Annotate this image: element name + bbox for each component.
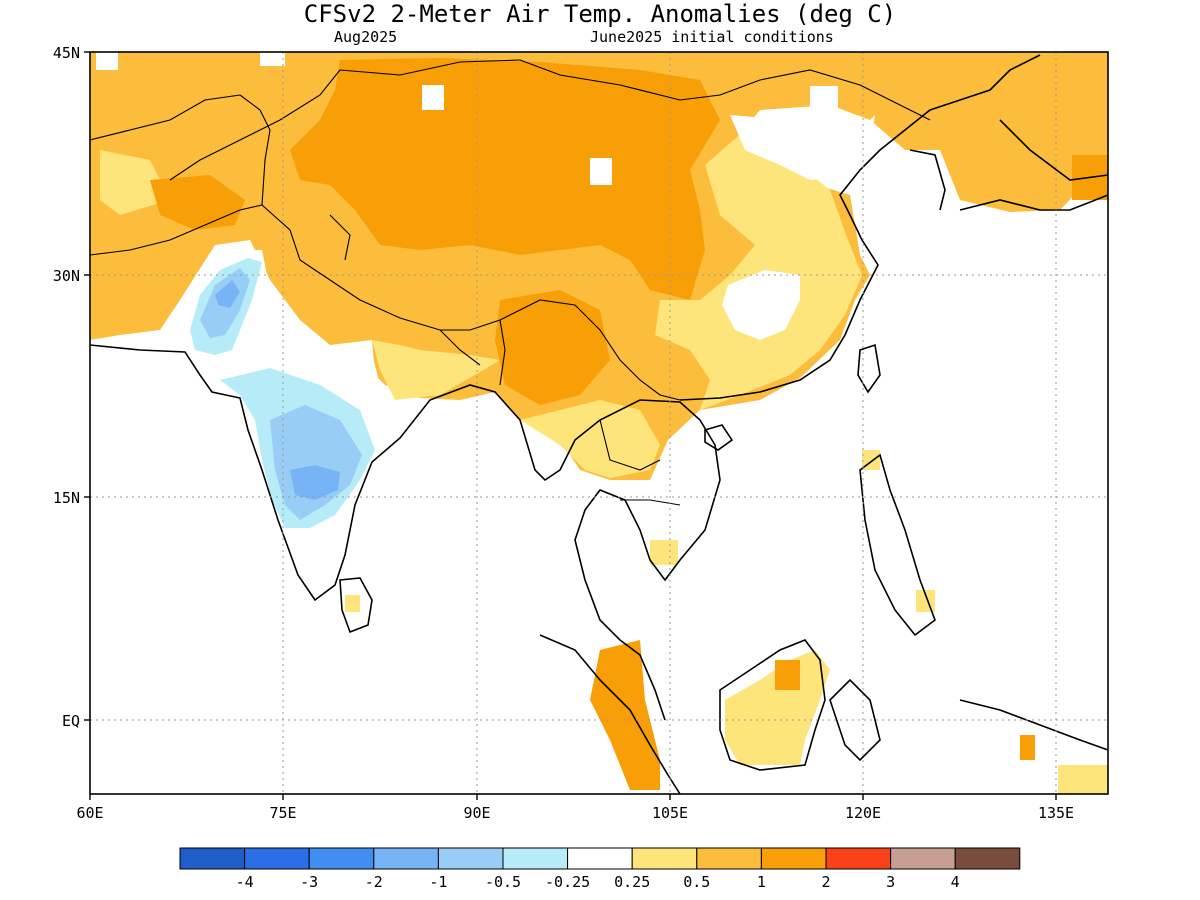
colorbar-swatch xyxy=(244,847,310,870)
anomaly-region-near-zero xyxy=(722,270,800,340)
anomaly-region-0.25-0.5 xyxy=(725,650,830,765)
colorbar-swatch xyxy=(179,847,246,870)
lon-label-135e: 135E xyxy=(1038,804,1074,822)
colorbar: -4 -3 -2 -1 -0.5 -0.25 0.25 0.5 1 2 3 4 xyxy=(179,847,1021,891)
colorbar-swatch xyxy=(567,847,633,870)
colorbar-swatch xyxy=(373,847,439,870)
lon-label-60e: 60E xyxy=(76,804,103,822)
anomaly-region-near-zero xyxy=(260,52,285,66)
colorbar-swatch xyxy=(825,847,892,870)
anomaly-region-neg1-neg2 xyxy=(215,280,240,308)
colorbar-label: 0.25 xyxy=(614,873,650,891)
anomaly-region-1-2 xyxy=(290,58,720,300)
colorbar-label: 4 xyxy=(951,873,960,891)
colorbar-label: 1 xyxy=(757,873,766,891)
colorbar-swatch xyxy=(631,847,698,870)
lat-label-45n: 45N xyxy=(53,44,80,62)
colorbar-swatch xyxy=(890,847,956,870)
lon-label-90e: 90E xyxy=(463,804,490,822)
colorbar-swatch xyxy=(954,847,1021,870)
anomaly-region-1-2 xyxy=(775,660,800,690)
colorbar-label: -1 xyxy=(429,873,447,891)
anomaly-region-0.25-0.5 xyxy=(1058,765,1108,794)
lon-label-120e: 120E xyxy=(845,804,881,822)
colorbar-label: 0.5 xyxy=(683,873,710,891)
anomaly-region-near-zero xyxy=(96,52,118,70)
colorbar-swatch xyxy=(696,847,762,870)
anomaly-region-neg0.5-neg1 xyxy=(270,405,362,520)
colorbar-label: 3 xyxy=(886,873,895,891)
anomaly-region-0.25-0.5 xyxy=(520,400,660,478)
colorbar-label: -2 xyxy=(365,873,383,891)
figure-title: CFSv2 2-Meter Air Temp. Anomalies (deg C… xyxy=(303,0,897,28)
anomaly-region-0.25-0.5 xyxy=(655,130,862,410)
colorbar-label: -3 xyxy=(300,873,318,891)
colorbar-label: -0.5 xyxy=(485,873,521,891)
valid-month-label: Aug2025 xyxy=(334,28,398,46)
lat-label-eq: EQ xyxy=(62,712,80,730)
map-frame xyxy=(89,51,1109,795)
colorbar-swatch xyxy=(437,847,504,870)
anomaly-region-1-2 xyxy=(150,175,245,230)
coastlines xyxy=(90,54,1108,794)
anomaly-region-near-zero xyxy=(730,115,875,180)
anomaly-region-0.25-0.5 xyxy=(100,150,170,215)
axis-ticks xyxy=(84,51,1057,800)
anomaly-region-0.25-0.5 xyxy=(650,540,678,565)
anomaly-region-near-zero xyxy=(810,86,838,108)
colorbar-label: -4 xyxy=(236,873,254,891)
anomaly-region-1-2 xyxy=(1020,735,1035,760)
lon-label-105e: 105E xyxy=(652,804,688,822)
colorbar-swatch xyxy=(502,847,569,870)
colorbar-label: -0.25 xyxy=(545,873,590,891)
anomaly-region-1-2 xyxy=(495,290,610,405)
anomaly-region-0.25-0.5 xyxy=(372,340,500,400)
anomaly-region-neg1-neg2 xyxy=(290,465,340,500)
init-conditions-label: June2025 initial conditions xyxy=(590,28,834,46)
colorbar-swatch xyxy=(760,847,827,870)
colorbar-label: 2 xyxy=(821,873,830,891)
anomaly-region-1-2 xyxy=(590,640,660,790)
lon-label-75e: 75E xyxy=(269,804,296,822)
lat-label-15n: 15N xyxy=(53,489,80,507)
country-borders xyxy=(90,59,931,506)
anomaly-region-near-zero xyxy=(422,85,444,110)
anomaly-region-near-zero xyxy=(590,158,612,185)
gridlines xyxy=(90,52,1108,794)
anomaly-region-0.25-0.5 xyxy=(345,595,360,612)
lat-label-30n: 30N xyxy=(53,267,80,285)
colorbar-swatch xyxy=(308,847,375,870)
